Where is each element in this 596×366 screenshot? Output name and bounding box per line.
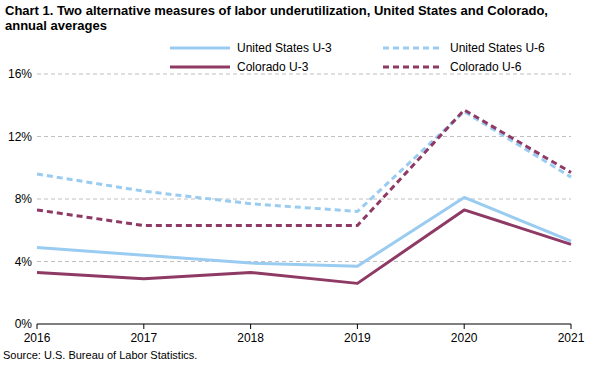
legend-label: Colorado U-6 [450,60,522,74]
title: Chart 1. Two alternative measures of lab… [5,3,548,33]
x-tick [357,324,358,329]
grid-line [37,261,571,262]
grid-line [37,199,571,200]
x-tick-label: 2021 [558,331,585,345]
chart: Chart 1. Two alternative measures of lab… [0,0,596,366]
x-tick-label: 2017 [130,331,157,345]
x-tick-label: 2018 [237,331,264,345]
grid-line [37,136,571,137]
plot-area [37,110,571,283]
x-tick-label: 2020 [451,331,478,345]
x-tick [571,324,572,329]
legend-swatch [170,47,230,50]
x-tick [143,324,144,329]
x-tick-label: 2016 [24,331,51,345]
x-tick [37,324,38,329]
x-tick [464,324,465,329]
title-line: annual averages [5,18,107,33]
legend-label: United States U-6 [450,41,545,55]
y-tick-label: 4% [15,255,33,269]
y-tick-label: 8% [15,192,33,206]
source: Source: U.S. Bureau of Labor Statistics. [3,349,197,361]
series-line [37,197,571,266]
legend-swatch [383,47,443,50]
y-tick-label: 0% [15,317,33,331]
legend-swatch [383,66,443,69]
x-tick [250,324,251,329]
legend-swatch [170,66,230,69]
series-line [37,110,571,226]
legend-label: United States U-3 [237,41,332,55]
x-tick-label: 2019 [344,331,371,345]
y-tick-label: 12% [8,130,32,144]
legend-label: Colorado U-3 [237,60,309,74]
x-axis [37,324,571,325]
title-line: Chart 1. Two alternative measures of lab… [5,3,548,18]
y-tick-label: 16% [8,67,32,81]
